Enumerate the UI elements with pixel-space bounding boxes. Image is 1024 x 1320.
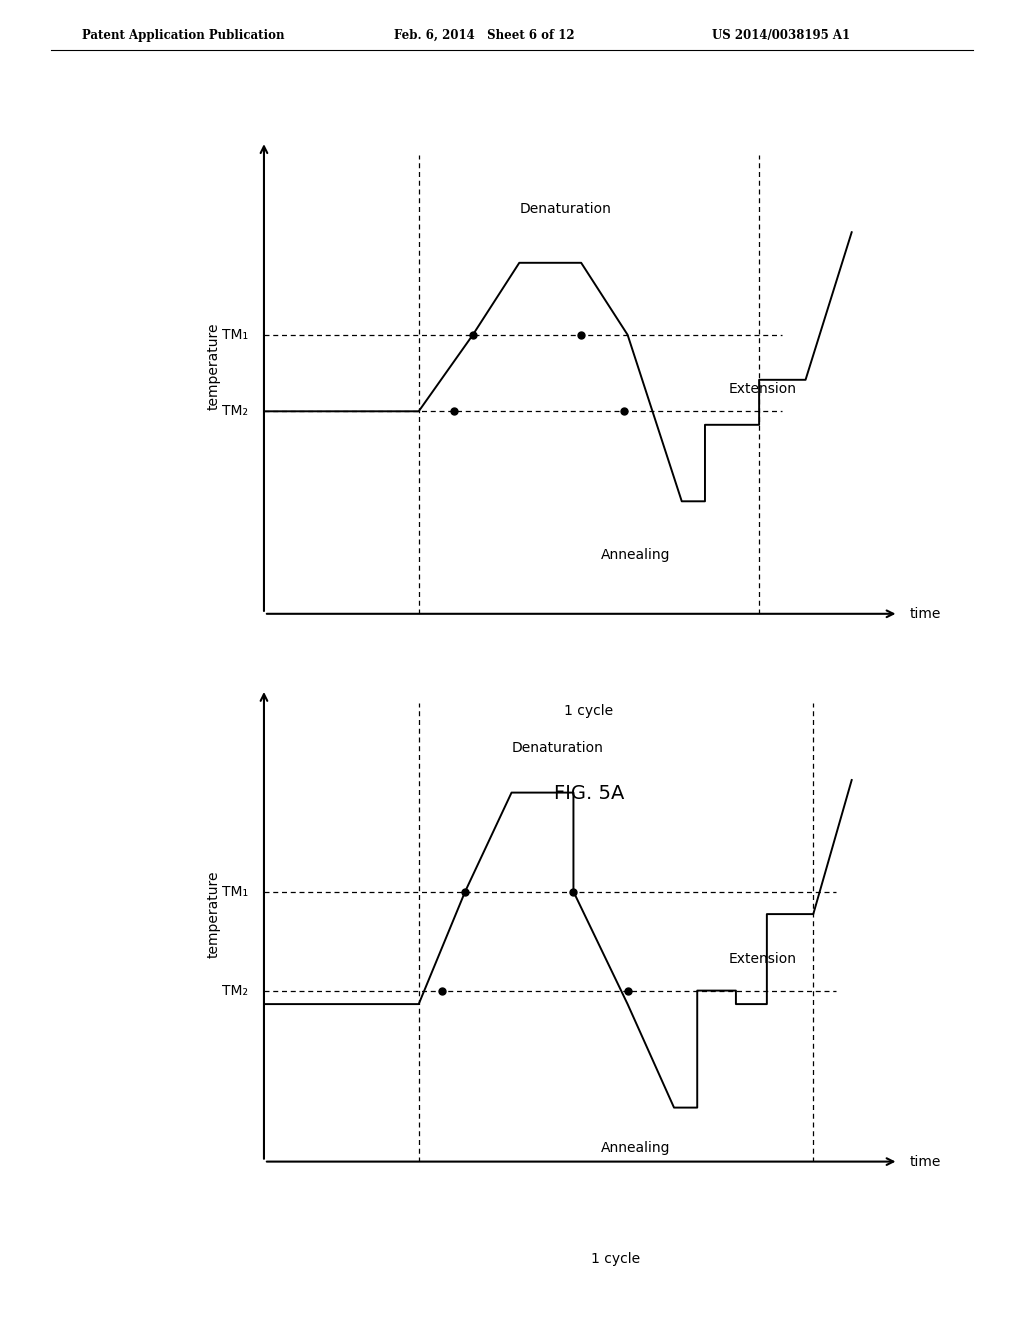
Text: TM₂: TM₂ — [222, 983, 249, 998]
Text: US 2014/0038195 A1: US 2014/0038195 A1 — [712, 29, 850, 42]
Text: 1 cycle: 1 cycle — [592, 1251, 641, 1266]
Text: Annealing: Annealing — [601, 548, 670, 562]
Text: TM₂: TM₂ — [222, 404, 249, 418]
Text: Extension: Extension — [728, 381, 797, 396]
Text: Annealing: Annealing — [601, 1140, 670, 1155]
Text: TM₁: TM₁ — [222, 327, 249, 342]
Text: temperature: temperature — [207, 322, 221, 411]
Text: time: time — [910, 607, 941, 620]
Text: temperature: temperature — [207, 870, 221, 958]
Text: FIG. 5A: FIG. 5A — [554, 784, 624, 804]
Text: Feb. 6, 2014   Sheet 6 of 12: Feb. 6, 2014 Sheet 6 of 12 — [394, 29, 574, 42]
Text: Denaturation: Denaturation — [519, 202, 611, 215]
Text: Patent Application Publication: Patent Application Publication — [82, 29, 285, 42]
Text: 1 cycle: 1 cycle — [564, 704, 613, 718]
Text: Denaturation: Denaturation — [512, 741, 603, 755]
Text: Extension: Extension — [728, 952, 797, 966]
Text: TM₁: TM₁ — [222, 884, 249, 899]
Text: time: time — [910, 1155, 941, 1168]
